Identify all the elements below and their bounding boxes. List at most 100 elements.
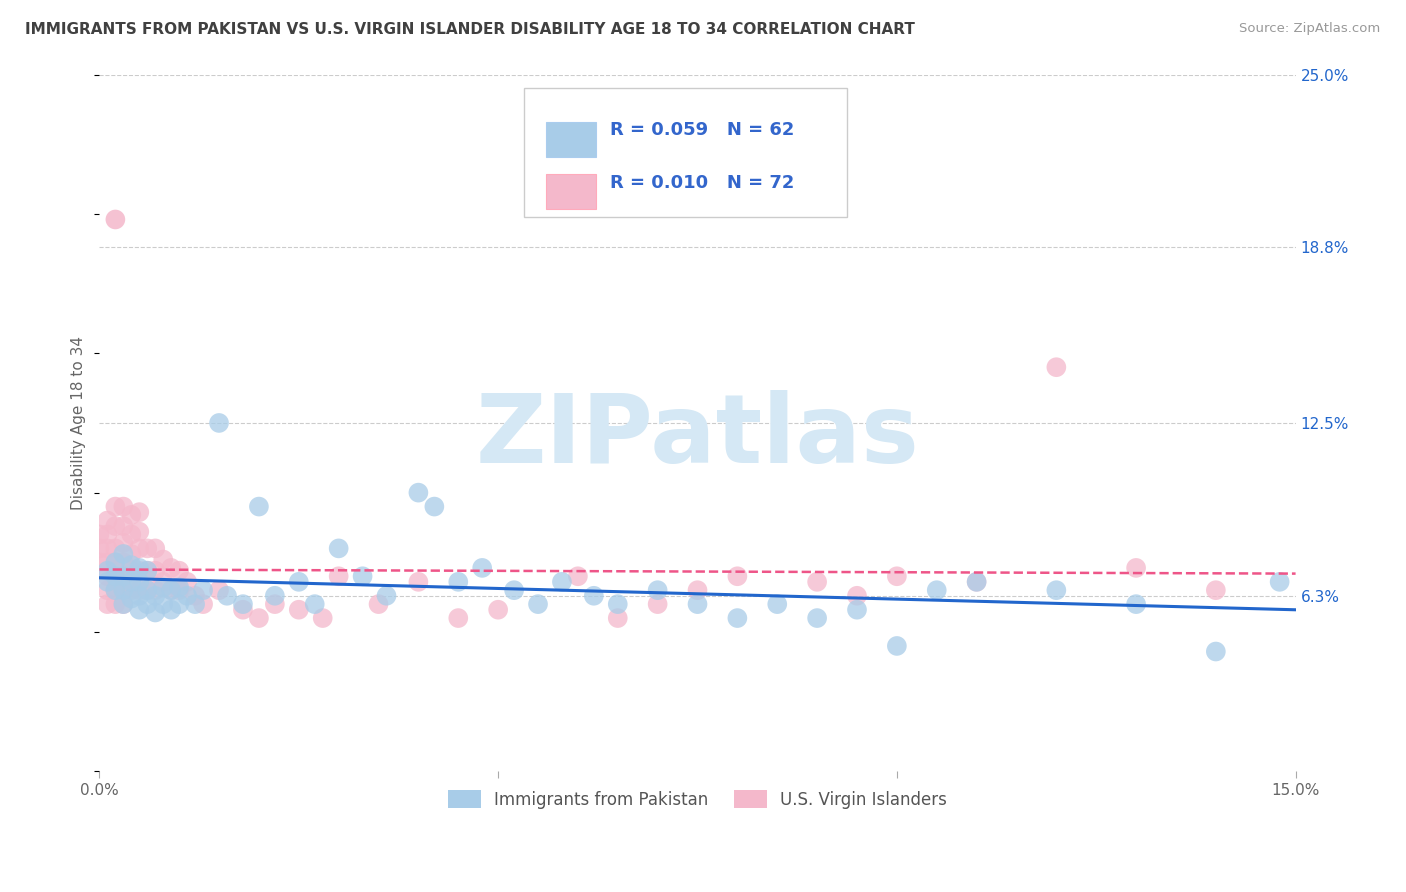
Point xyxy=(408,485,430,500)
Point xyxy=(104,583,127,598)
Point xyxy=(288,603,311,617)
Point xyxy=(471,561,494,575)
Point xyxy=(96,555,118,569)
Point xyxy=(1125,597,1147,611)
Point xyxy=(647,597,669,611)
Point xyxy=(96,583,118,598)
Point xyxy=(160,603,183,617)
Point xyxy=(128,603,150,617)
Point xyxy=(136,597,159,611)
Point xyxy=(1268,574,1291,589)
Point xyxy=(184,589,207,603)
Point xyxy=(766,597,789,611)
FancyBboxPatch shape xyxy=(524,88,846,218)
Point xyxy=(112,569,135,583)
Point xyxy=(1045,360,1067,375)
Point xyxy=(136,583,159,598)
Point xyxy=(128,541,150,556)
Point xyxy=(128,583,150,598)
Point xyxy=(328,541,350,556)
Point xyxy=(104,500,127,514)
Point xyxy=(503,583,526,598)
Point xyxy=(725,611,748,625)
Point xyxy=(886,639,908,653)
Point xyxy=(120,591,142,606)
Point xyxy=(120,564,142,578)
Point xyxy=(167,581,190,595)
Point xyxy=(96,514,118,528)
Text: R = 0.010   N = 72: R = 0.010 N = 72 xyxy=(610,174,794,192)
Point xyxy=(89,527,111,541)
Point xyxy=(304,597,326,611)
Point xyxy=(527,597,550,611)
Point xyxy=(167,597,190,611)
Point xyxy=(96,597,118,611)
Point xyxy=(408,574,430,589)
Point xyxy=(112,569,135,583)
Point xyxy=(112,597,135,611)
Point xyxy=(120,558,142,573)
Point xyxy=(423,500,446,514)
Point xyxy=(104,541,127,556)
Point xyxy=(232,597,254,611)
Point xyxy=(582,589,605,603)
Point xyxy=(96,541,118,556)
Point xyxy=(686,583,709,598)
Point xyxy=(247,611,270,625)
Point xyxy=(886,569,908,583)
Point xyxy=(96,527,118,541)
Point xyxy=(104,597,127,611)
Point xyxy=(966,574,988,589)
Point xyxy=(104,569,127,583)
Point xyxy=(208,416,231,430)
Point xyxy=(112,597,135,611)
Point xyxy=(447,574,470,589)
Point xyxy=(846,589,869,603)
Point xyxy=(1205,583,1227,598)
Point xyxy=(606,611,628,625)
Point xyxy=(152,581,174,595)
Point xyxy=(143,589,166,603)
Point xyxy=(647,583,669,598)
Point xyxy=(120,583,142,598)
Point xyxy=(551,574,574,589)
Point xyxy=(167,583,190,598)
Point xyxy=(152,574,174,589)
Point xyxy=(176,574,198,589)
Point xyxy=(367,597,389,611)
Point xyxy=(112,583,135,598)
FancyBboxPatch shape xyxy=(546,174,596,209)
Point xyxy=(120,527,142,541)
Point xyxy=(104,555,127,569)
Point xyxy=(96,574,118,589)
Point xyxy=(312,611,335,625)
Text: ZIPatlas: ZIPatlas xyxy=(475,391,920,483)
Point xyxy=(247,500,270,514)
Point xyxy=(112,583,135,598)
Point xyxy=(128,505,150,519)
Point xyxy=(725,569,748,583)
Point xyxy=(128,574,150,589)
Legend: Immigrants from Pakistan, U.S. Virgin Islanders: Immigrants from Pakistan, U.S. Virgin Is… xyxy=(441,784,953,815)
Point xyxy=(136,564,159,578)
Point xyxy=(215,589,238,603)
Y-axis label: Disability Age 18 to 34: Disability Age 18 to 34 xyxy=(72,336,86,510)
Point xyxy=(925,583,948,598)
Point xyxy=(143,583,166,598)
Point xyxy=(191,597,214,611)
Point xyxy=(152,597,174,611)
Point xyxy=(143,541,166,556)
Point xyxy=(120,574,142,589)
Point xyxy=(606,597,628,611)
Point xyxy=(806,574,828,589)
Point xyxy=(136,583,159,598)
Point xyxy=(1205,644,1227,658)
Point xyxy=(120,547,142,561)
Point xyxy=(143,564,166,578)
Point xyxy=(89,555,111,569)
Point xyxy=(352,569,374,583)
Point xyxy=(112,536,135,550)
Point xyxy=(686,597,709,611)
Point xyxy=(160,561,183,575)
Point xyxy=(288,574,311,589)
